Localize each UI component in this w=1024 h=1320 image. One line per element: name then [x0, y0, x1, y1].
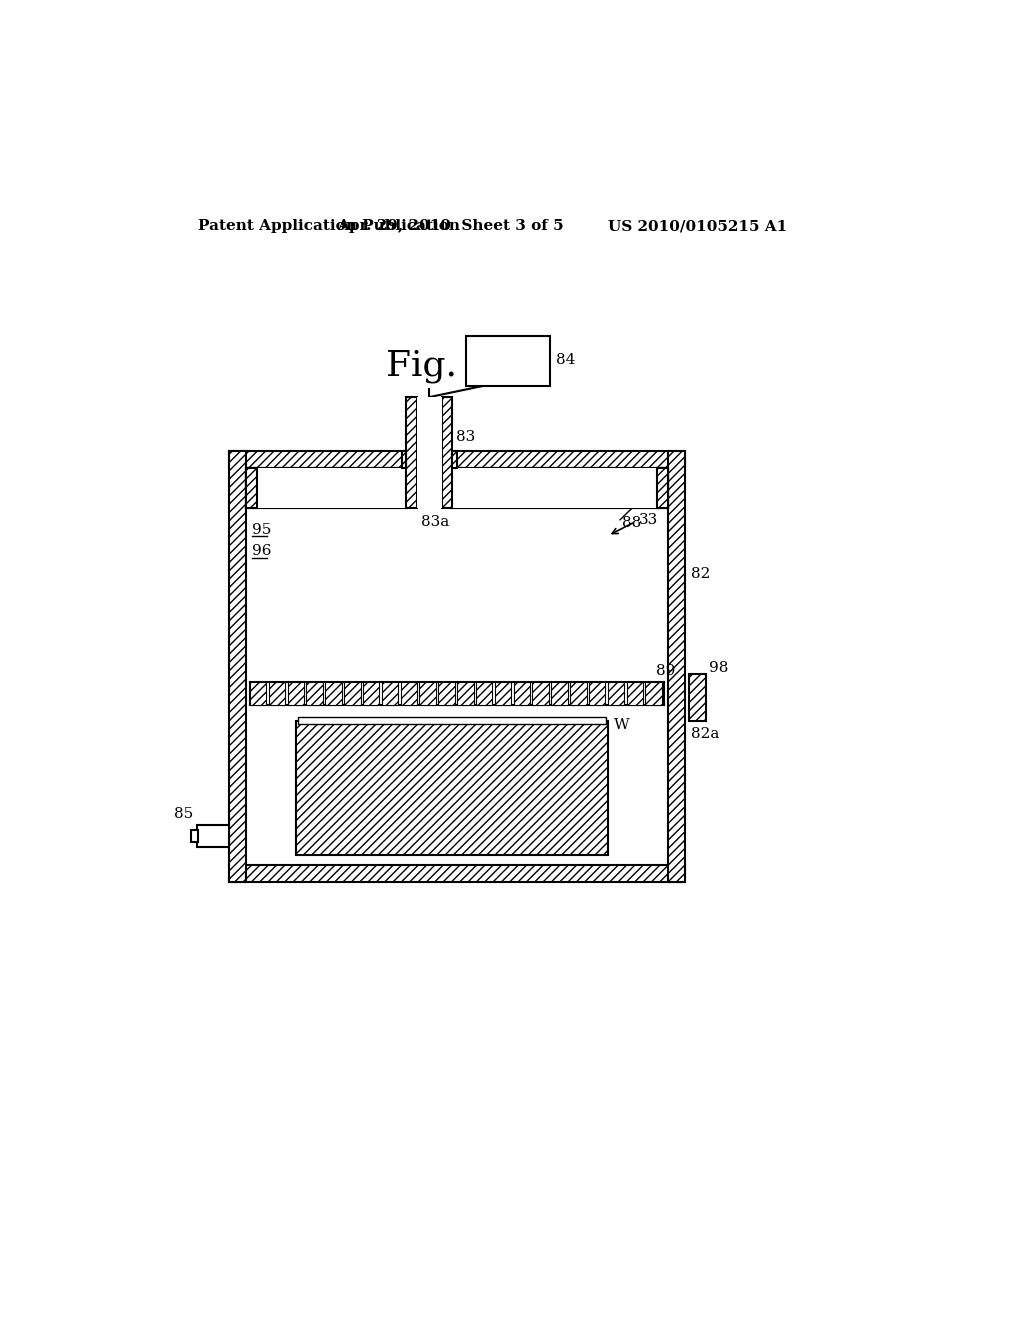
Bar	[551, 682, 567, 705]
Text: Patent Application Publication: Patent Application Publication	[199, 219, 461, 234]
Bar	[382, 682, 398, 705]
Bar	[589, 682, 605, 705]
Bar	[457, 682, 473, 705]
Text: 85: 85	[174, 808, 193, 821]
Text: US 2010/0105215 A1: US 2010/0105215 A1	[608, 219, 787, 234]
Bar	[288, 682, 304, 705]
Text: 83: 83	[457, 430, 475, 444]
Text: 83a: 83a	[421, 515, 450, 529]
Text: 96: 96	[252, 544, 271, 558]
Bar	[476, 682, 493, 705]
Bar	[326, 682, 342, 705]
Bar	[420, 682, 436, 705]
Text: 84: 84	[556, 354, 575, 367]
Text: Fig. 3: Fig. 3	[386, 350, 492, 383]
Bar	[532, 682, 549, 705]
Bar	[438, 682, 455, 705]
Text: 87: 87	[482, 788, 502, 803]
Bar	[362, 682, 380, 705]
Bar	[257, 469, 407, 508]
Bar	[306, 682, 323, 705]
Text: 98: 98	[709, 661, 728, 675]
Bar	[607, 682, 625, 705]
Bar	[268, 682, 286, 705]
Bar	[296, 721, 608, 855]
Bar	[190, 830, 199, 842]
Bar	[495, 682, 511, 705]
Bar	[453, 469, 668, 508]
Bar	[246, 469, 668, 866]
Bar	[453, 469, 657, 508]
Text: 88: 88	[622, 516, 641, 531]
Bar	[407, 397, 417, 508]
Text: 95: 95	[252, 523, 271, 536]
Text: W: W	[614, 718, 630, 733]
Bar	[657, 469, 668, 508]
Bar	[453, 451, 457, 469]
Bar	[229, 451, 685, 469]
Bar	[400, 682, 417, 705]
Bar	[229, 866, 685, 882]
Bar	[250, 682, 266, 705]
Bar	[441, 397, 453, 508]
Bar	[570, 682, 587, 705]
Bar	[668, 451, 685, 882]
Bar	[229, 451, 246, 882]
Bar	[689, 675, 706, 721]
Bar	[298, 718, 606, 723]
Bar	[344, 682, 360, 705]
Text: 89: 89	[656, 664, 676, 678]
Bar	[466, 335, 550, 385]
Text: 82: 82	[691, 568, 711, 581]
Text: 82a: 82a	[691, 727, 720, 742]
Bar	[246, 469, 407, 508]
Bar	[197, 825, 229, 847]
Bar	[401, 451, 407, 469]
Bar	[627, 682, 643, 705]
Text: 33: 33	[639, 513, 658, 527]
Bar	[246, 469, 257, 508]
Bar	[417, 397, 441, 508]
Bar	[645, 682, 662, 705]
Text: Apr. 29, 2010  Sheet 3 of 5: Apr. 29, 2010 Sheet 3 of 5	[337, 219, 563, 234]
Bar	[513, 682, 530, 705]
